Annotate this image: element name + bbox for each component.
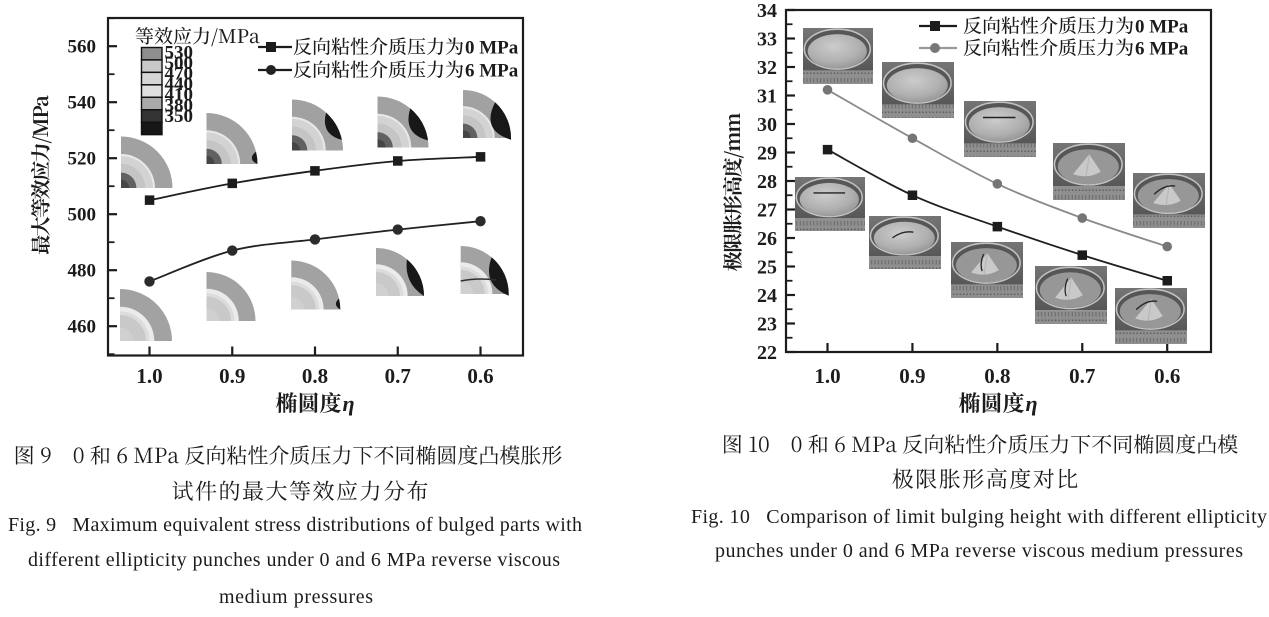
svg-text:27: 27 [757, 200, 777, 222]
svg-text:0.8: 0.8 [302, 364, 328, 388]
svg-text:23: 23 [757, 314, 777, 336]
svg-text:0.6: 0.6 [467, 364, 493, 388]
svg-text:6 MPa: 6 MPa [1135, 39, 1189, 60]
svg-text:410: 410 [165, 85, 194, 106]
svg-text:33: 33 [757, 29, 777, 51]
svg-text:440: 440 [165, 74, 194, 95]
svg-text:6 MPa: 6 MPa [465, 61, 519, 82]
svg-text:0.7: 0.7 [1069, 364, 1095, 388]
svg-text:460: 460 [68, 317, 97, 338]
svg-text:1.0: 1.0 [814, 364, 840, 388]
svg-text:500: 500 [68, 205, 97, 226]
svg-text:34: 34 [757, 0, 777, 22]
svg-text:32: 32 [757, 57, 777, 79]
svg-text:medium pressures: medium pressures [219, 586, 373, 608]
svg-text:30: 30 [757, 114, 777, 136]
svg-text:28: 28 [757, 171, 777, 193]
svg-text:Fig. 9 Maximum equivalent st: Fig. 9 Maximum equivalent stress distrib… [8, 514, 582, 536]
svg-text:560: 560 [68, 37, 97, 58]
svg-text:530: 530 [165, 42, 194, 63]
svg-text:0 MPa: 0 MPa [465, 38, 519, 59]
svg-text:26: 26 [757, 228, 777, 250]
svg-text:350: 350 [165, 106, 194, 127]
svg-text:22: 22 [757, 342, 777, 364]
svg-text:η: η [1026, 391, 1038, 416]
svg-text:0.7: 0.7 [385, 364, 411, 388]
svg-text:punches under 0 and 6 MPa reve: punches under 0 and 6 MPa reverse viscou… [715, 540, 1243, 562]
svg-text:29: 29 [757, 143, 777, 165]
svg-text:500: 500 [165, 53, 194, 74]
svg-text:different ellipticity punches: different ellipticity punches under 0 an… [28, 549, 560, 571]
svg-text:24: 24 [757, 285, 777, 307]
svg-text:0.9: 0.9 [219, 364, 245, 388]
svg-text:0.9: 0.9 [899, 364, 925, 388]
svg-text:31: 31 [757, 86, 777, 108]
svg-text:0.6: 0.6 [1154, 364, 1180, 388]
svg-text:540: 540 [68, 93, 97, 114]
svg-text:1.0: 1.0 [136, 364, 162, 388]
svg-text:380: 380 [165, 95, 194, 116]
svg-text:480: 480 [68, 261, 97, 282]
svg-text:Fig. 10 Comparison of limit: Fig. 10 Comparison of limit bulging heig… [691, 506, 1267, 528]
svg-text:0 MPa: 0 MPa [1135, 17, 1189, 38]
svg-text:520: 520 [68, 149, 97, 170]
svg-text:470: 470 [165, 64, 194, 85]
svg-text:η: η [343, 391, 355, 416]
svg-text:0.8: 0.8 [984, 364, 1010, 388]
svg-text:25: 25 [757, 257, 777, 279]
